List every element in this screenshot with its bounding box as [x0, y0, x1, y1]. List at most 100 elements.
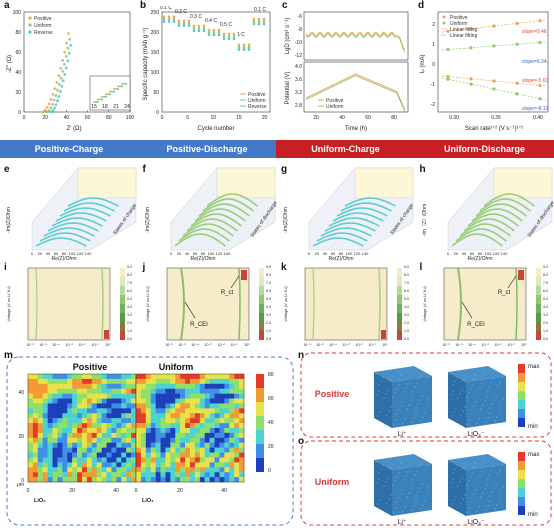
map-cell	[42, 403, 48, 409]
map-cell	[180, 437, 186, 443]
eis-curve	[483, 193, 535, 207]
cube-speckle	[488, 474, 490, 476]
map-cell	[209, 428, 215, 434]
inset-point	[125, 82, 127, 85]
map-cell	[185, 374, 191, 380]
map-cell	[190, 408, 196, 414]
map-cell	[101, 437, 107, 443]
map-cell	[219, 383, 225, 389]
map-cell	[239, 374, 245, 380]
map-cell	[199, 428, 205, 434]
map-cell	[219, 432, 225, 439]
map-cell	[194, 472, 201, 478]
map-cell	[199, 388, 205, 394]
map-cell	[62, 408, 68, 414]
map-cell	[77, 383, 83, 389]
map-cell	[180, 413, 186, 419]
peak-current-point	[492, 79, 496, 83]
map-cell	[224, 472, 230, 478]
cube-speckle	[492, 466, 494, 468]
eis-xtick: 0	[308, 251, 311, 256]
map-cell	[185, 462, 191, 468]
map-cell	[194, 442, 201, 448]
map-cell	[209, 462, 215, 468]
map-cell	[194, 462, 201, 468]
panel-label-b: b	[140, 0, 147, 11]
map-cell	[77, 398, 83, 404]
map-cell	[126, 418, 132, 424]
map-cell	[204, 457, 210, 463]
map-cell	[91, 418, 97, 424]
cube-speckle	[471, 497, 473, 499]
map-cell	[155, 408, 161, 414]
map-cell	[155, 437, 161, 443]
map-cell	[199, 467, 205, 473]
cube-speckle	[474, 374, 476, 376]
cube-speckle	[410, 488, 412, 490]
cube-speckle	[464, 494, 466, 496]
rate-label: 0.4 C	[205, 18, 217, 24]
map-cell	[67, 408, 73, 414]
map-cell	[131, 408, 137, 414]
cube-speckle	[449, 373, 451, 375]
eis-curve	[174, 233, 226, 247]
map-cell	[82, 462, 88, 468]
map-cell	[190, 432, 196, 439]
cube-speckle	[376, 482, 378, 484]
map-cell	[214, 383, 220, 389]
rate-point	[197, 29, 201, 33]
cube-speckle	[412, 484, 414, 486]
rate-point	[262, 17, 266, 21]
map-cell	[224, 418, 230, 424]
map-cell	[155, 393, 161, 399]
map-cell	[121, 442, 127, 448]
rate-point	[217, 33, 221, 37]
map-cell	[180, 374, 186, 380]
map-cell	[62, 457, 68, 463]
map-cell	[150, 413, 156, 419]
drt-colorbar-segment	[397, 286, 402, 295]
drt-cbar-tick: 7.0	[543, 281, 548, 285]
map-cell	[42, 472, 48, 478]
rate-point	[227, 37, 231, 41]
eis-projection	[354, 167, 414, 199]
map-cell	[234, 452, 240, 458]
rate-point	[207, 33, 211, 37]
slope-label-2: slope=6.34	[522, 59, 547, 65]
eis-xtick: 60	[54, 251, 59, 256]
map-cell	[72, 413, 78, 419]
map-cell	[52, 413, 58, 419]
cube-speckle	[391, 375, 393, 377]
eis-xtick: 140	[223, 251, 230, 256]
map-cell	[209, 398, 215, 404]
map-cell	[91, 437, 97, 443]
drt-cbar-tick: 3.0	[127, 313, 132, 317]
map-cell	[219, 418, 225, 424]
map-cell	[52, 442, 58, 448]
map-cell	[150, 383, 156, 389]
drt-colorbar-segment	[258, 286, 264, 295]
map-cell	[72, 462, 78, 468]
map-cell	[204, 472, 210, 478]
map-cell	[86, 388, 93, 394]
m-colorbar-segment	[256, 402, 264, 416]
map-cell	[160, 398, 166, 404]
map-cell	[37, 413, 43, 419]
map-cell	[239, 388, 245, 394]
map-cell	[170, 383, 176, 389]
drt-colorbar-segment	[120, 295, 125, 304]
map-cell	[91, 413, 97, 419]
map-cell	[175, 447, 181, 453]
map-cell	[32, 447, 39, 453]
map-cell	[170, 432, 176, 439]
map-cell	[204, 408, 210, 414]
map-cell	[140, 477, 147, 483]
map-cell	[209, 408, 215, 414]
cube-speckle	[489, 495, 491, 497]
cube-speckle	[489, 407, 491, 409]
map-cell	[42, 428, 48, 434]
map-cell	[160, 378, 166, 385]
drt-colorbar-segment	[258, 268, 264, 277]
map-cell	[101, 383, 107, 389]
